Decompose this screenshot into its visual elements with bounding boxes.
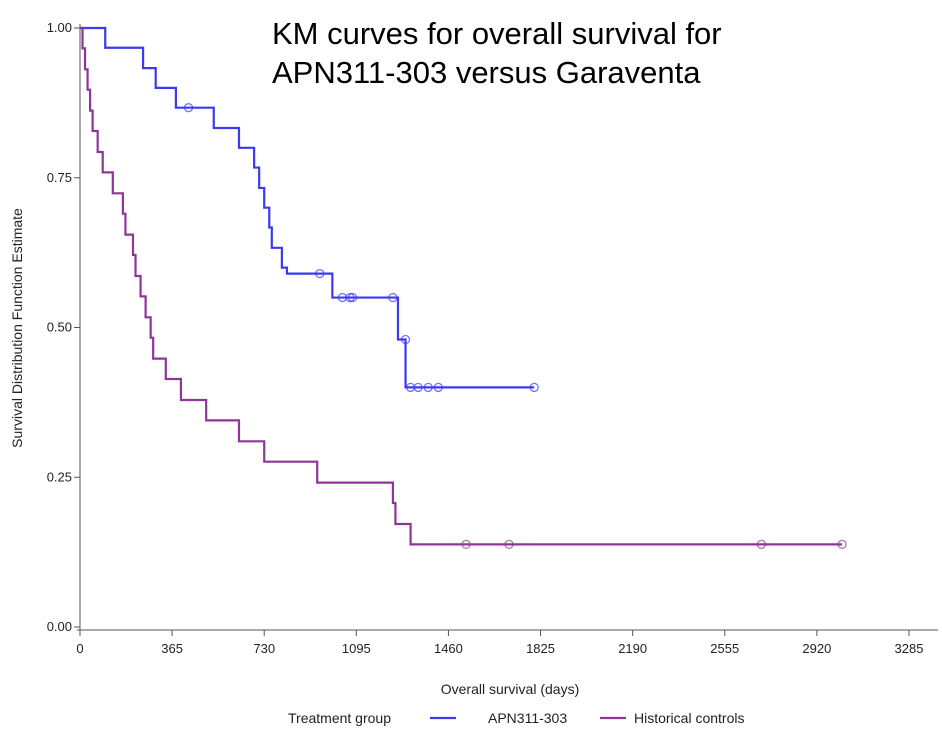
series-line-apn311-303	[80, 26, 535, 389]
x-tick-label: 365	[161, 641, 183, 656]
censor-mark-apn311-303	[400, 334, 411, 345]
censor-mark-apn311-303	[347, 292, 358, 303]
y-tick-label: 0.25	[47, 469, 72, 484]
censor-mark-historical-controls	[756, 539, 767, 549]
chart-title-line-2: APN311-303 versus Garaventa	[272, 55, 701, 90]
censor-mark-apn311-303	[529, 382, 539, 393]
censor-mark-apn311-303	[183, 103, 194, 113]
censor-mark-historical-controls	[837, 539, 847, 549]
legend-label-apn311-303: APN311-303	[488, 710, 567, 726]
x-tick-label: 0	[76, 641, 83, 656]
censor-mark-apn311-303	[423, 382, 433, 393]
legend-title: Treatment group	[288, 710, 391, 726]
x-tick-label: 3285	[895, 641, 924, 656]
series-line-historical-controls	[80, 26, 843, 546]
legend-label-historical-controls: Historical controls	[634, 710, 744, 726]
chart-title: KM curves for overall survival for APN31…	[272, 14, 932, 92]
y-tick-label: 0.75	[47, 170, 72, 185]
x-axis-label: Overall survival (days)	[441, 681, 579, 697]
y-tick-label: 0.00	[47, 619, 72, 634]
series-layer	[80, 26, 847, 549]
censor-mark-apn311-303	[413, 382, 423, 393]
x-tick-label: 2920	[802, 641, 831, 656]
chart-title-line-1: KM curves for overall survival for	[272, 16, 722, 51]
censor-mark-historical-controls	[504, 539, 514, 549]
axes: 0 365 730 1095 1460 1825 2190 2555 2920 3285 0.00 0…	[47, 20, 938, 656]
legend: Treatment group APN311-303 Historical co…	[288, 710, 744, 726]
censor-mark-apn311-303	[345, 292, 355, 303]
censor-mark-historical-controls	[461, 539, 471, 549]
censor-mark-apn311-303	[433, 382, 443, 393]
censor-mark-apn311-303	[388, 292, 398, 303]
x-tick-label: 1095	[342, 641, 371, 656]
y-tick-label: 1.00	[47, 20, 72, 35]
y-tick-label: 0.50	[47, 320, 72, 335]
x-tick-label: 1825	[526, 641, 555, 656]
x-tick-label: 2555	[710, 641, 739, 656]
y-axis-label: Survival Distribution Function Estimate	[9, 208, 25, 448]
x-tick-label: 730	[253, 641, 275, 656]
x-tick-label: 1460	[434, 641, 463, 656]
x-tick-label: 2190	[618, 641, 647, 656]
censor-mark-apn311-303	[315, 268, 325, 279]
